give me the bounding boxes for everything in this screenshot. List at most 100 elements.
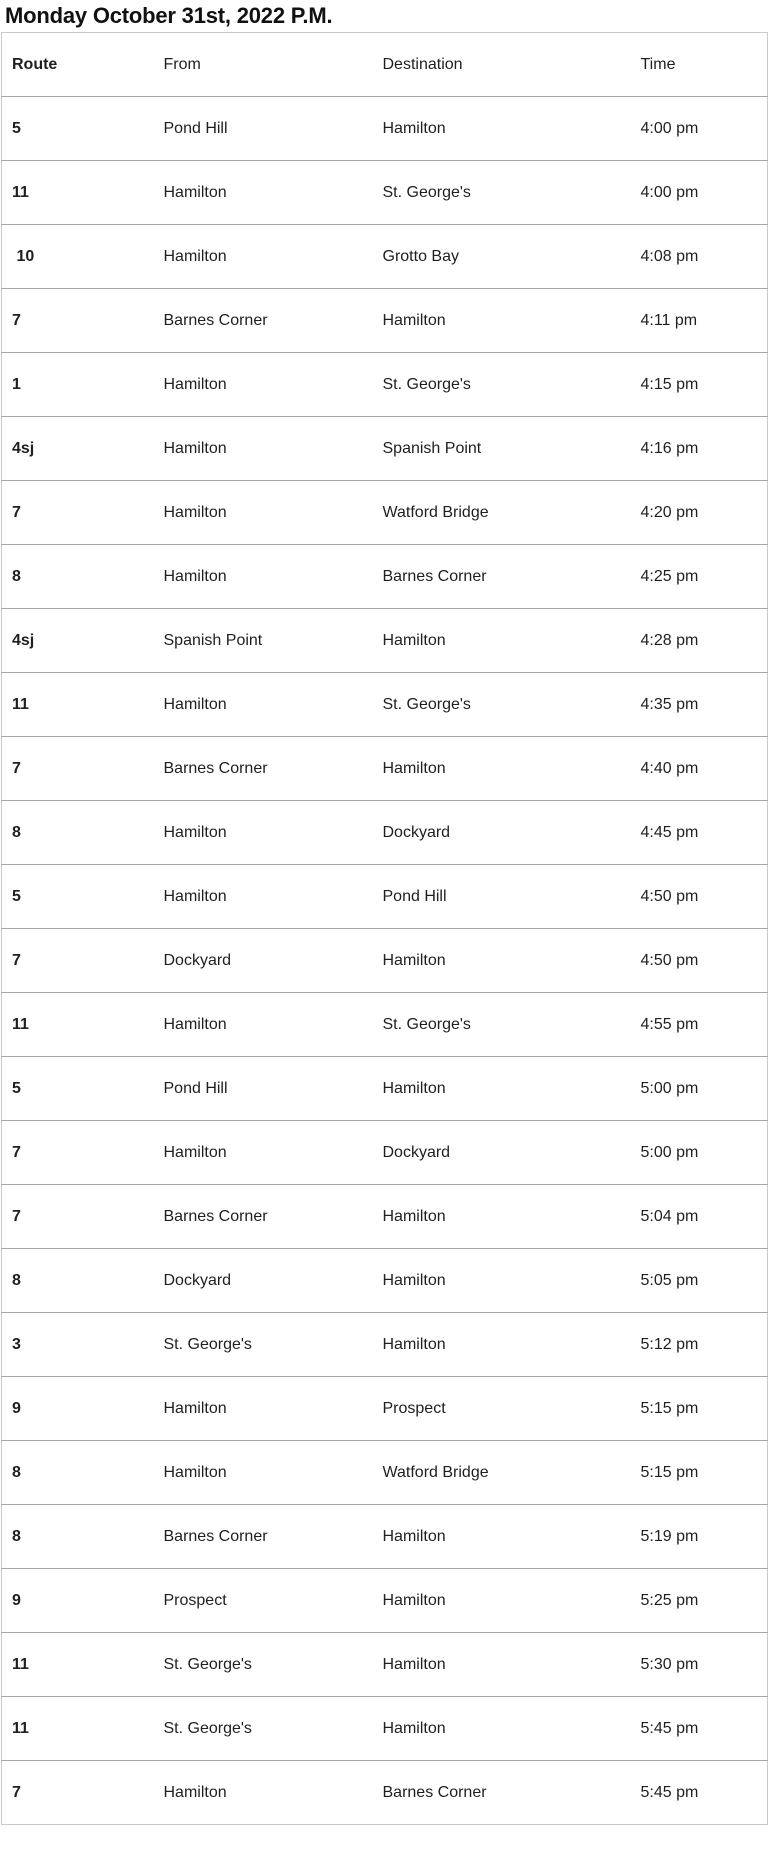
table-row: 8 Barnes Corner Hamilton 5:19 pm [1, 1504, 768, 1569]
cell-route: 11 [1, 160, 154, 225]
cell-from: Hamilton [153, 1376, 373, 1441]
cell-from: Hamilton [153, 864, 373, 929]
cell-route: 3 [1, 1312, 154, 1377]
table-row: 11 Hamilton St. George's 4:35 pm [1, 672, 768, 737]
table-row: 11 Hamilton St. George's 4:00 pm [1, 160, 768, 225]
table-row: 4sj Hamilton Spanish Point 4:16 pm [1, 416, 768, 481]
cell-from: Barnes Corner [153, 736, 373, 801]
cell-destination: Dockyard [372, 800, 631, 865]
cell-destination: St. George's [372, 992, 631, 1057]
table-row: 8 Dockyard Hamilton 5:05 pm [1, 1248, 768, 1313]
table-row: 3 St. George's Hamilton 5:12 pm [1, 1312, 768, 1377]
cell-from: Barnes Corner [153, 288, 373, 353]
table-row: 7 Barnes Corner Hamilton 4:11 pm [1, 288, 768, 353]
cell-from: Hamilton [153, 160, 373, 225]
cell-route: 5 [1, 96, 154, 161]
table-row: 4sj Spanish Point Hamilton 4:28 pm [1, 608, 768, 673]
cell-from: St. George's [153, 1632, 373, 1697]
cell-destination: Barnes Corner [372, 1760, 631, 1825]
cell-from: Hamilton [153, 352, 373, 417]
cell-from: Prospect [153, 1568, 373, 1633]
cell-time: 5:30 pm [630, 1632, 768, 1697]
table-row: 7 Barnes Corner Hamilton 5:04 pm [1, 1184, 768, 1249]
cell-route: 8 [1, 1440, 154, 1505]
cell-destination: Barnes Corner [372, 544, 631, 609]
cell-route: 1 [1, 352, 154, 417]
page-title: Monday October 31st, 2022 P.M. [5, 3, 333, 28]
cell-time: 5:04 pm [630, 1184, 768, 1249]
cell-time: 4:50 pm [630, 864, 768, 929]
column-header-route: Route [12, 55, 58, 73]
cell-route: 7 [1, 480, 154, 545]
cell-destination: Prospect [372, 1376, 631, 1441]
cell-route: 5 [1, 1056, 154, 1121]
table-row: 11 Hamilton St. George's 4:55 pm [1, 992, 768, 1057]
cell-from: Hamilton [153, 480, 373, 545]
cell-destination: Hamilton [372, 288, 631, 353]
cell-destination: Hamilton [372, 1504, 631, 1569]
cell-time: 4:40 pm [630, 736, 768, 801]
cell-time: 4:16 pm [630, 416, 768, 481]
cell-from: St. George's [153, 1312, 373, 1377]
cell-from: Spanish Point [153, 608, 373, 673]
cell-time: 5:45 pm [630, 1760, 768, 1825]
cell-from: Hamilton [153, 672, 373, 737]
cell-destination: St. George's [372, 160, 631, 225]
cell-time: 5:15 pm [630, 1376, 768, 1441]
cell-route: 7 [1, 928, 154, 993]
cell-route: 9 [1, 1568, 154, 1633]
cell-destination: Grotto Bay [372, 224, 631, 289]
cell-from: Dockyard [153, 1248, 373, 1313]
cell-route: 7 [1, 1120, 154, 1185]
cell-route: 7 [1, 736, 154, 801]
table-row: 7 Dockyard Hamilton 4:50 pm [1, 928, 768, 993]
table-row: 8 Hamilton Dockyard 4:45 pm [1, 800, 768, 865]
cell-destination: Hamilton [372, 1632, 631, 1697]
table-header-row: Route From Destination Time [2, 33, 768, 97]
cell-time: 4:35 pm [630, 672, 768, 737]
cell-time: 5:00 pm [630, 1120, 768, 1185]
cell-time: 4:55 pm [630, 992, 768, 1057]
table-row: 11 St. George's Hamilton 5:45 pm [1, 1696, 768, 1761]
cell-route: 7 [1, 1760, 154, 1825]
cell-destination: Pond Hill [372, 864, 631, 929]
cell-route: 11 [1, 1632, 154, 1697]
cell-time: 5:12 pm [630, 1312, 768, 1377]
table-row: 8 Hamilton Barnes Corner 4:25 pm [1, 544, 768, 609]
cell-time: 4:20 pm [630, 480, 768, 545]
cell-route: 4sj [1, 416, 154, 481]
table-row: 7 Hamilton Barnes Corner 5:45 pm [1, 1760, 768, 1825]
cell-from: Barnes Corner [153, 1504, 373, 1569]
table-row: 5 Pond Hill Hamilton 4:00 pm [1, 96, 768, 161]
cell-destination: St. George's [372, 672, 631, 737]
cell-route: 10 [1, 224, 154, 289]
cell-destination: Hamilton [372, 1312, 631, 1377]
cell-destination: Hamilton [372, 608, 631, 673]
cell-destination: St. George's [372, 352, 631, 417]
cell-destination: Hamilton [372, 1568, 631, 1633]
cell-route: 7 [1, 288, 154, 353]
cell-destination: Watford Bridge [372, 1440, 631, 1505]
column-header-time: Time [640, 55, 676, 73]
table-row: 11 St. George's Hamilton 5:30 pm [1, 1632, 768, 1697]
table-row: 1 Hamilton St. George's 4:15 pm [1, 352, 768, 417]
cell-route: 5 [1, 864, 154, 929]
table-row: 7 Barnes Corner Hamilton 4:40 pm [1, 736, 768, 801]
cell-from: Pond Hill [153, 96, 373, 161]
cell-from: Hamilton [153, 544, 373, 609]
cell-from: St. George's [153, 1696, 373, 1761]
cell-time: 4:25 pm [630, 544, 768, 609]
cell-from: Dockyard [153, 928, 373, 993]
cell-route: 7 [1, 1184, 154, 1249]
cell-destination: Hamilton [372, 736, 631, 801]
cell-from: Hamilton [153, 992, 373, 1057]
cell-from: Hamilton [153, 1760, 373, 1825]
cell-destination: Dockyard [372, 1120, 631, 1185]
cell-route: 8 [1, 1504, 154, 1569]
cell-destination: Spanish Point [372, 416, 631, 481]
cell-destination: Watford Bridge [372, 480, 631, 545]
cell-time: 4:11 pm [630, 288, 768, 353]
cell-from: Hamilton [153, 1120, 373, 1185]
cell-from: Hamilton [153, 416, 373, 481]
cell-time: 4:00 pm [630, 160, 768, 225]
